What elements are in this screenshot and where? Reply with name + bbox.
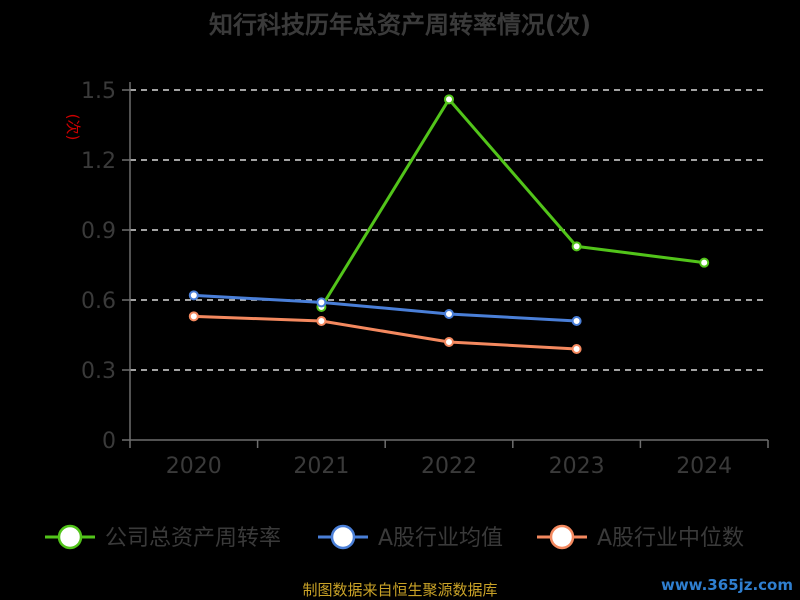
grid-lines	[130, 89, 768, 371]
series-line	[192, 314, 579, 351]
data-point	[188, 311, 199, 322]
data-point	[444, 337, 454, 347]
series-line	[319, 97, 706, 309]
legend-item: A股行业中位数	[537, 524, 744, 551]
y-tick-label: 0.6	[81, 289, 116, 314]
data-point	[571, 241, 582, 252]
watermark: www.365jz.com	[661, 576, 793, 594]
x-tick-label: 2021	[293, 454, 349, 479]
x-tick-label: 2023	[549, 454, 605, 479]
y-tick-label: 1.2	[81, 149, 116, 174]
data-point	[316, 316, 327, 326]
y-tick-label: 0.3	[81, 359, 116, 384]
x-tick-label: 2024	[676, 454, 732, 479]
x-tick-label: 2020	[166, 454, 222, 479]
data-point	[316, 297, 327, 308]
series-0	[316, 94, 710, 312]
legend-item: 公司总资产周转率	[45, 524, 281, 551]
y-tick-label: 0.9	[81, 219, 116, 244]
data-point	[444, 309, 454, 319]
legend-label: 公司总资产周转率	[105, 526, 281, 551]
y-tick-label: 1.5	[81, 79, 116, 104]
series-1	[188, 290, 582, 326]
data-point	[571, 344, 582, 354]
data-source-note: 制图数据来自恒生聚源数据库	[302, 581, 497, 599]
series-lines	[188, 94, 710, 354]
legend-marker	[549, 524, 575, 550]
y-tick-labels: 0 0.3 0.6 0.9 1.2 1.5	[81, 79, 116, 454]
x-tick-label: 2022	[421, 454, 477, 479]
x-tick-labels: 2020 2021 2022 2023 2024	[166, 454, 732, 479]
legend-item: A股行业均值	[318, 524, 503, 551]
legend-label: A股行业均值	[378, 526, 503, 551]
y-axis-label: (次)	[64, 114, 82, 141]
legend-marker	[57, 524, 83, 550]
axes	[122, 82, 769, 448]
data-point	[699, 257, 710, 268]
series-2	[188, 311, 582, 354]
legend-label: A股行业中位数	[597, 526, 744, 551]
y-tick-label: 0	[102, 429, 116, 454]
series-line	[192, 293, 579, 323]
data-point	[188, 290, 199, 301]
chart-title: 知行科技历年总资产周转率情况(次)	[209, 11, 591, 39]
legend: 公司总资产周转率 A股行业均值 A股行业中位数	[45, 524, 744, 551]
legend-marker	[330, 524, 356, 550]
data-point	[571, 316, 582, 326]
data-point	[444, 94, 454, 105]
